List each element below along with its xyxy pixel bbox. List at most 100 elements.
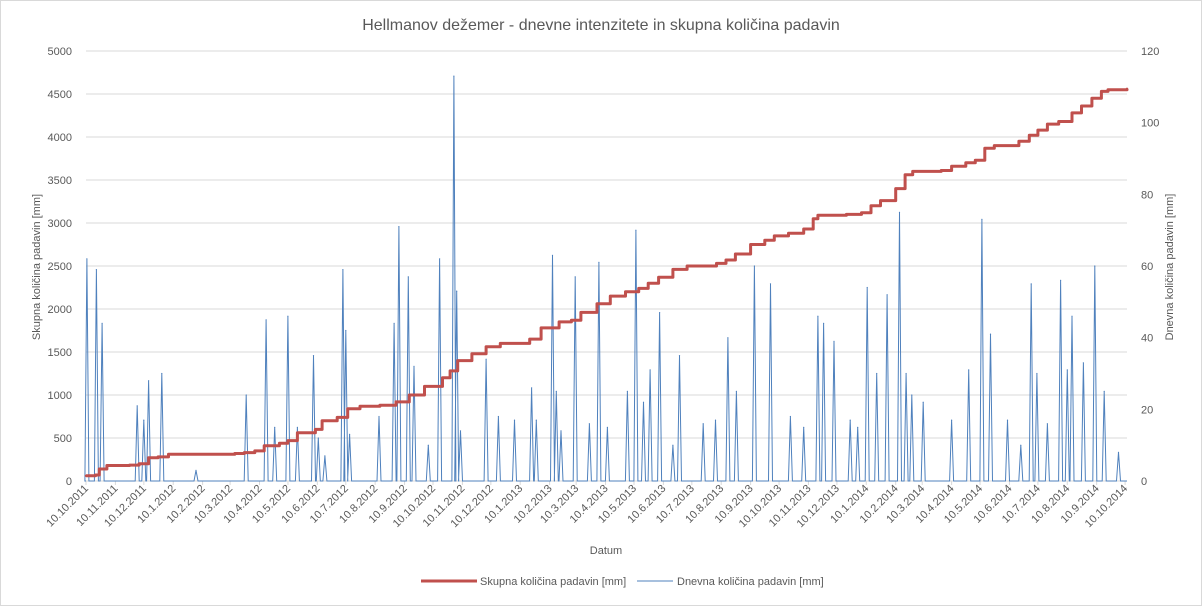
daily-point (1071, 315, 1073, 317)
cumulative-point (378, 404, 382, 407)
daily-point (274, 426, 276, 428)
daily-point (439, 258, 441, 260)
daily-point (803, 426, 805, 428)
y-left-tick-label: 5000 (48, 46, 72, 58)
daily-point (968, 369, 970, 371)
y-left-tick-label: 500 (54, 433, 72, 445)
daily-point (349, 433, 351, 435)
cumulative-point (1046, 122, 1049, 126)
cumulative-point (860, 211, 863, 214)
cumulative-point (557, 320, 561, 324)
daily-point (1066, 369, 1068, 371)
daily-point (857, 426, 859, 428)
cumulative-point (336, 416, 339, 419)
daily-point (642, 401, 645, 403)
cumulative-point (423, 385, 426, 388)
daily-point (101, 322, 103, 324)
y-right-tick-label: 80 (1141, 189, 1153, 201)
cumulative-point (1125, 87, 1129, 91)
cumulative-point (950, 165, 953, 168)
cumulative-point (263, 444, 266, 447)
cumulative-point (128, 463, 131, 467)
daily-point (649, 369, 651, 371)
daily-point (817, 315, 819, 317)
cumulative-point (749, 243, 752, 246)
cumulative-point (773, 234, 776, 238)
cumulative-point (448, 369, 452, 373)
daily-point (833, 340, 835, 342)
cumulative-point (243, 451, 246, 454)
cumulative-point (983, 147, 986, 150)
y-right-tick-label: 40 (1141, 333, 1153, 345)
daily-point (161, 372, 163, 375)
cumulative-point (484, 345, 488, 348)
x-axis-ticks: 10.10.201110.11.201110.12.201110.1.20121… (44, 481, 1130, 530)
daily-point (769, 283, 772, 285)
daily-point (1103, 390, 1105, 392)
daily-point (1060, 279, 1062, 281)
daily-point (345, 329, 347, 332)
daily-point (911, 394, 913, 396)
cumulative-point (802, 227, 805, 231)
x-axis-label: Datum (590, 545, 622, 557)
y-left-tick-label: 3500 (48, 175, 72, 187)
cumulative-point (624, 290, 627, 293)
cumulative-point (869, 204, 873, 207)
y-left-tick-label: 4000 (48, 132, 72, 144)
daily-point (1117, 451, 1120, 453)
daily-point (659, 312, 661, 314)
daily-point (876, 372, 878, 375)
cumulative-point (441, 376, 444, 379)
cumulative-point (408, 393, 411, 397)
cumulative-point (595, 302, 599, 305)
y-right-tick-label: 0 (1141, 476, 1147, 488)
cumulative-point (233, 452, 236, 455)
daily-point (317, 437, 319, 439)
daily-point (513, 419, 516, 421)
daily-point (497, 415, 499, 418)
y-axis-left-ticks: 0 500 1000 1500 2000 2500 3000 3500 4000 4500 5000 (48, 46, 72, 488)
y-left-tick-label: 2000 (48, 304, 72, 316)
daily-point (635, 229, 637, 231)
daily-point (588, 423, 591, 425)
daily-point (413, 365, 415, 367)
y-left-tick-label: 4500 (48, 89, 72, 101)
cumulative-point (940, 169, 943, 172)
daily-point (312, 355, 315, 357)
daily-point (823, 322, 825, 324)
cumulative-point (845, 213, 848, 216)
daily-point (727, 337, 729, 339)
daily-point (245, 394, 247, 396)
cumulative-point (787, 232, 790, 235)
daily-point (1036, 372, 1038, 375)
cumulative-point (499, 342, 502, 345)
daily-point (535, 419, 537, 421)
cumulative-point (609, 294, 612, 298)
daily-point (989, 333, 992, 335)
cumulative-point (94, 473, 97, 477)
cumulative-point (724, 258, 728, 262)
cumulative-point (253, 449, 256, 453)
cumulative-point (1057, 120, 1060, 123)
cumulative-point (314, 428, 317, 431)
daily-point (555, 390, 557, 392)
cumulative-point (1070, 111, 1074, 115)
y-axis-left-label: Skupna količina padavin [mm] (31, 194, 43, 340)
daily-point (866, 286, 868, 289)
daily-point (456, 290, 458, 292)
daily-point (702, 423, 704, 425)
daily-point (378, 415, 380, 418)
cumulative-point (346, 407, 349, 410)
daily-point (1046, 423, 1048, 425)
daily-point (531, 387, 533, 389)
cumulative-point (286, 439, 290, 442)
cumulative-point (879, 199, 882, 202)
cumulative-point (528, 337, 531, 341)
cumulative-point (147, 456, 150, 459)
gridlines (86, 50, 1127, 482)
y-left-tick-label: 2500 (48, 261, 72, 273)
series-daily-precipitation (84, 75, 1127, 482)
cumulative-point (137, 462, 141, 465)
daily-point (574, 276, 576, 278)
cumulative-point (98, 467, 101, 471)
